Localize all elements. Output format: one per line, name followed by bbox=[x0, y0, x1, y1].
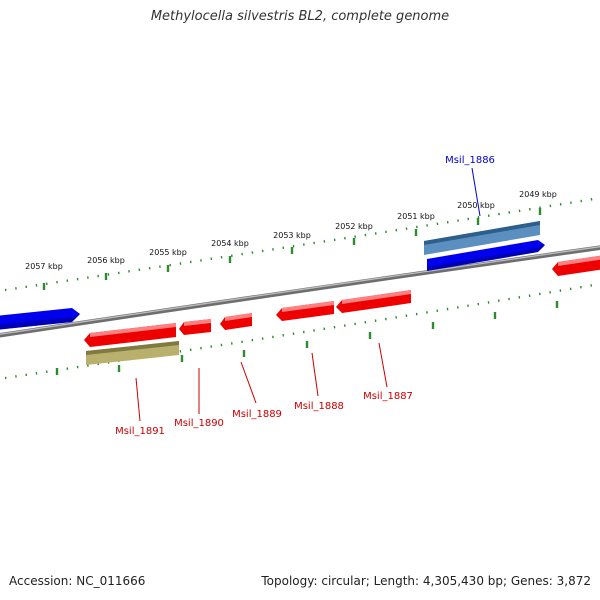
gene-label-msil-1888: Msil_1888 bbox=[294, 401, 344, 412]
genome-summary: Topology: circular; Length: 4,305,430 bp… bbox=[261, 574, 591, 588]
ruler-label-2050: 2050 kbp bbox=[457, 201, 495, 210]
gene-label-msil-1889: Msil_1889 bbox=[232, 409, 282, 420]
accession-label: Accession: NC_011666 bbox=[9, 574, 146, 588]
forward-features bbox=[0, 221, 545, 330]
genome-backbone-highlight bbox=[0, 246, 600, 335]
ruler-labels: 2057 kbp 2056 kbp 2055 kbp 2054 kbp 2053… bbox=[25, 190, 557, 271]
gene-msil-1886-top bbox=[424, 221, 540, 245]
leader-msil-1888 bbox=[311, 352, 319, 397]
label-leaders bbox=[135, 167, 481, 422]
leader-msil-1887 bbox=[378, 342, 388, 388]
cds-msil-1889-hl bbox=[225, 313, 252, 321]
forward-ruler-dots bbox=[4, 196, 600, 292]
reverse-ruler-dots bbox=[4, 282, 600, 380]
genome-title: Methylocella silvestris BL2, complete ge… bbox=[150, 9, 450, 24]
cds-msil-1888-hl bbox=[282, 301, 334, 312]
cds-reverse-hl bbox=[558, 255, 600, 266]
forward-ruler: 2057 kbp 2056 kbp 2055 kbp 2054 kbp 2053… bbox=[4, 190, 600, 292]
gene-label-msil-1891: Msil_1891 bbox=[115, 426, 165, 437]
leader-msil-1891 bbox=[135, 377, 141, 422]
leader-msil-1889 bbox=[240, 361, 257, 404]
cds-msil-1887-hl bbox=[342, 290, 411, 304]
cds-msil-1890-hl bbox=[184, 319, 211, 326]
ruler-label-2057: 2057 kbp bbox=[25, 262, 63, 271]
gene-label-msil-1890: Msil_1890 bbox=[174, 418, 224, 429]
leader-msil-1886 bbox=[471, 167, 481, 217]
gene-labels: Msil_1886 Msil_1891 Msil_1890 Msil_1889 … bbox=[115, 155, 495, 437]
cds-forward-shade bbox=[0, 314, 80, 330]
reverse-ruler bbox=[4, 282, 600, 380]
reverse-features bbox=[84, 255, 600, 365]
ruler-label-2055: 2055 kbp bbox=[149, 248, 187, 257]
gene-label-msil-1886: Msil_1886 bbox=[445, 155, 495, 166]
ruler-label-2053: 2053 kbp bbox=[273, 231, 311, 240]
ruler-label-2054: 2054 kbp bbox=[211, 239, 249, 248]
ruler-label-2051: 2051 kbp bbox=[397, 212, 435, 221]
forward-ruler-ticks bbox=[42, 208, 542, 290]
ruler-label-2056: 2056 kbp bbox=[87, 256, 125, 265]
reverse-ruler-ticks bbox=[55, 301, 559, 375]
cds-msil-1891-hl bbox=[90, 323, 176, 337]
ruler-label-2049: 2049 kbp bbox=[519, 190, 557, 199]
gene-label-msil-1887: Msil_1887 bbox=[363, 391, 413, 402]
genome-backbone bbox=[0, 245, 600, 338]
ruler-label-2052: 2052 kbp bbox=[335, 222, 373, 231]
rna-msil-1891-top bbox=[86, 341, 179, 355]
cds-msil-1886-shade bbox=[427, 245, 545, 271]
